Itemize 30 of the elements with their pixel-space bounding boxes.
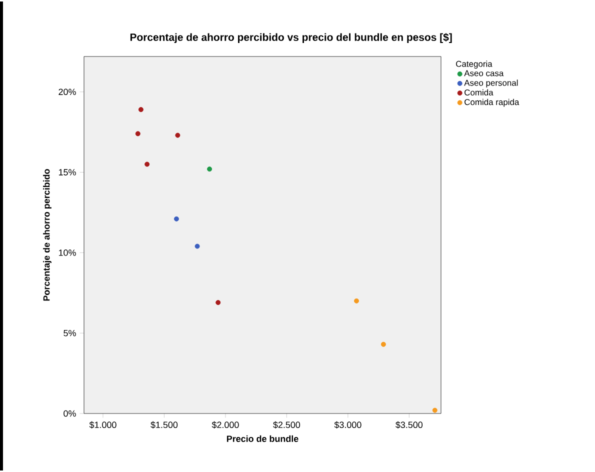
point bbox=[135, 131, 140, 136]
point bbox=[174, 216, 179, 222]
point bbox=[207, 166, 212, 172]
point bbox=[216, 300, 221, 306]
legend-label: Aseo personal bbox=[464, 80, 518, 88]
legend-label: Comida rapida bbox=[464, 98, 520, 107]
point bbox=[380, 342, 386, 347]
x-axis-title: Precio de bundle bbox=[226, 435, 298, 442]
x-tick-label: $3.500 bbox=[396, 421, 423, 429]
point bbox=[194, 244, 200, 249]
legend-title: Categoria bbox=[456, 60, 492, 69]
y-axis-title: Porcentaje de ahorro percibido bbox=[43, 169, 52, 301]
x-tick-label: $1.500 bbox=[150, 421, 178, 429]
x-tick-label: $2.000 bbox=[212, 421, 239, 429]
y-tick-label: 20% bbox=[58, 88, 76, 96]
y-tick-label: 15% bbox=[58, 169, 76, 176]
y-tick-label: 0% bbox=[64, 410, 76, 417]
point bbox=[144, 162, 150, 167]
legend-label: Comida bbox=[464, 89, 494, 96]
point bbox=[354, 298, 359, 304]
legend-label: Aseo casa bbox=[464, 70, 504, 76]
chart-title: Porcentaje de ahorro percibido vs precio del bundle en pesos [$] bbox=[130, 33, 452, 43]
point bbox=[432, 408, 438, 413]
y-tick-label: 10% bbox=[58, 250, 76, 256]
x-tick-label: $3.000 bbox=[334, 421, 362, 429]
x-tick-label: $2.500 bbox=[273, 421, 300, 429]
y-tick-label: 5% bbox=[64, 330, 76, 336]
point bbox=[175, 132, 180, 138]
point bbox=[138, 107, 144, 112]
x-tick-label: $1.000 bbox=[89, 421, 116, 429]
